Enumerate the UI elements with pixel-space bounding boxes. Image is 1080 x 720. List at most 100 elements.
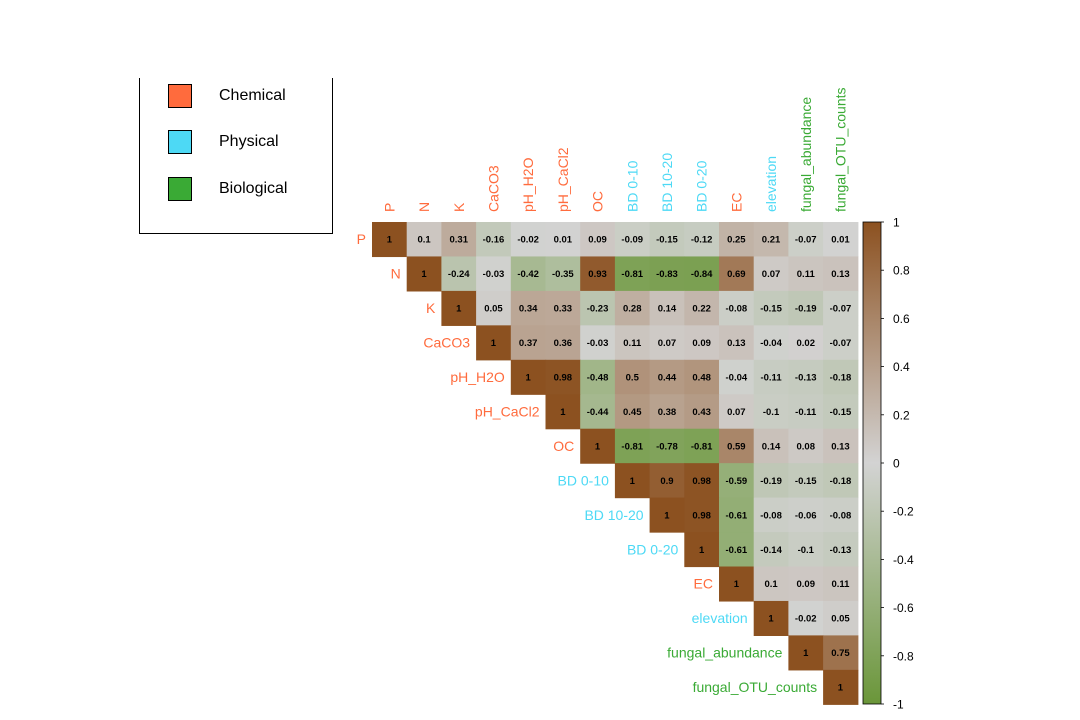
heatmap-cell — [823, 600, 859, 636]
row-label: OC — [553, 438, 574, 454]
cell-value: 0.98 — [692, 476, 711, 487]
heatmap-cell — [614, 394, 651, 430]
column-label: fungal_OTU_counts — [832, 87, 848, 212]
heatmap-cell — [649, 359, 685, 395]
cell-value: 0.21 — [762, 235, 781, 246]
colorbar-tick-label: -0.6 — [893, 601, 914, 615]
cell-value: -0.15 — [795, 476, 817, 487]
heatmap-cell — [753, 566, 789, 602]
cell-value: -0.35 — [552, 269, 574, 280]
cell-value: -0.11 — [795, 407, 817, 418]
heatmap-cells — [372, 222, 859, 705]
cell-value: 1 — [456, 304, 462, 315]
heatmap-cell — [476, 222, 512, 258]
cell-value: 0.98 — [692, 510, 711, 521]
colorbar-tick-label: 0.4 — [893, 360, 910, 374]
heatmap-cell — [614, 256, 651, 292]
heatmap-cell — [510, 222, 547, 258]
cell-value: 0.38 — [658, 407, 677, 418]
legend-swatch-physical — [168, 130, 192, 154]
heatmap-cell — [719, 394, 755, 430]
cell-value: 0.07 — [762, 269, 781, 280]
cell-value: 0.09 — [797, 579, 816, 590]
heatmap-cell — [823, 325, 859, 361]
heatmap-cell — [580, 222, 616, 258]
cell-value: -0.04 — [760, 338, 782, 349]
column-label: BD 0-20 — [694, 160, 710, 212]
heatmap-cell — [545, 222, 581, 258]
heatmap-cell — [788, 532, 824, 568]
heatmap-cell — [614, 463, 651, 499]
cell-value: -0.44 — [587, 407, 609, 418]
heatmap-cell — [788, 497, 824, 533]
heatmap-cell — [614, 428, 651, 464]
heatmap-cell — [719, 463, 755, 499]
cell-value: -0.07 — [830, 304, 852, 315]
cell-value: -0.81 — [691, 441, 713, 452]
colorbar-tick-label: 0.2 — [893, 408, 910, 422]
cell-value: -0.48 — [587, 373, 609, 384]
cell-value: -0.06 — [795, 510, 817, 521]
row-label: BD 10-20 — [584, 507, 643, 523]
heatmap-cell — [753, 222, 789, 258]
heatmap-cell — [823, 669, 859, 705]
heatmap-cell — [684, 256, 720, 292]
cell-value: 0.13 — [831, 441, 850, 452]
heatmap-cell — [510, 290, 547, 326]
cell-value: -0.02 — [517, 235, 539, 246]
cell-value: -0.08 — [760, 510, 782, 521]
heatmap-cell — [753, 463, 789, 499]
heatmap-cell — [823, 566, 859, 602]
heatmap-cell — [649, 290, 685, 326]
heatmap-cell — [719, 222, 755, 258]
cell-value: 1 — [630, 476, 636, 487]
heatmap-cell — [441, 290, 477, 326]
heatmap-cell — [823, 428, 859, 464]
colorbar-tick-label: -1 — [893, 698, 904, 712]
heatmap-cell — [545, 256, 581, 292]
heatmap-cell — [788, 635, 824, 671]
cell-value: 0.11 — [623, 338, 642, 349]
cell-value: 0.01 — [831, 235, 850, 246]
heatmap-cell — [649, 394, 685, 430]
cell-value: 1 — [560, 407, 566, 418]
heatmap-cell — [476, 325, 512, 361]
cell-value: 0.14 — [762, 441, 781, 452]
heatmap-cell — [372, 222, 408, 258]
heatmap-cell — [580, 256, 616, 292]
heatmap-cell — [476, 256, 512, 292]
heatmap-cell — [788, 290, 824, 326]
heatmap-cell — [823, 532, 859, 568]
heatmap-cell — [684, 394, 720, 430]
cell-value: 0.1 — [417, 235, 431, 246]
cell-value: -0.15 — [830, 407, 852, 418]
heatmap-cell — [719, 497, 755, 533]
heatmap-cell — [823, 359, 859, 395]
cell-value: 0.07 — [727, 407, 746, 418]
cell-value: 1 — [699, 545, 705, 556]
heatmap-cell — [684, 532, 720, 568]
heatmap-cell — [545, 394, 581, 430]
cell-value: 0.28 — [623, 304, 642, 315]
column-label: P — [381, 203, 397, 212]
row-label: pH_CaCl2 — [475, 403, 540, 419]
cell-value: -0.11 — [760, 373, 782, 384]
heatmap-cell — [649, 428, 685, 464]
cell-value: 1 — [803, 648, 809, 659]
cell-value: -0.61 — [726, 510, 748, 521]
heatmap-cell — [406, 256, 442, 292]
cell-value: -0.23 — [587, 304, 609, 315]
heatmap-cell — [788, 359, 824, 395]
heatmap-cell — [753, 325, 789, 361]
heatmap-cell — [788, 325, 824, 361]
colorbar-tick-label: -0.8 — [893, 649, 914, 663]
cell-value: -0.84 — [691, 269, 713, 280]
colorbar-tick-label: 1 — [893, 216, 900, 230]
heatmap-cell — [580, 394, 616, 430]
legend-label-biological: Biological — [219, 180, 288, 197]
heatmap-cell — [684, 325, 720, 361]
heatmap-cell — [580, 428, 616, 464]
colorbar-tick-label: -0.4 — [893, 553, 914, 567]
cell-value: 0.34 — [519, 304, 538, 315]
cell-value: 0.22 — [692, 304, 711, 315]
